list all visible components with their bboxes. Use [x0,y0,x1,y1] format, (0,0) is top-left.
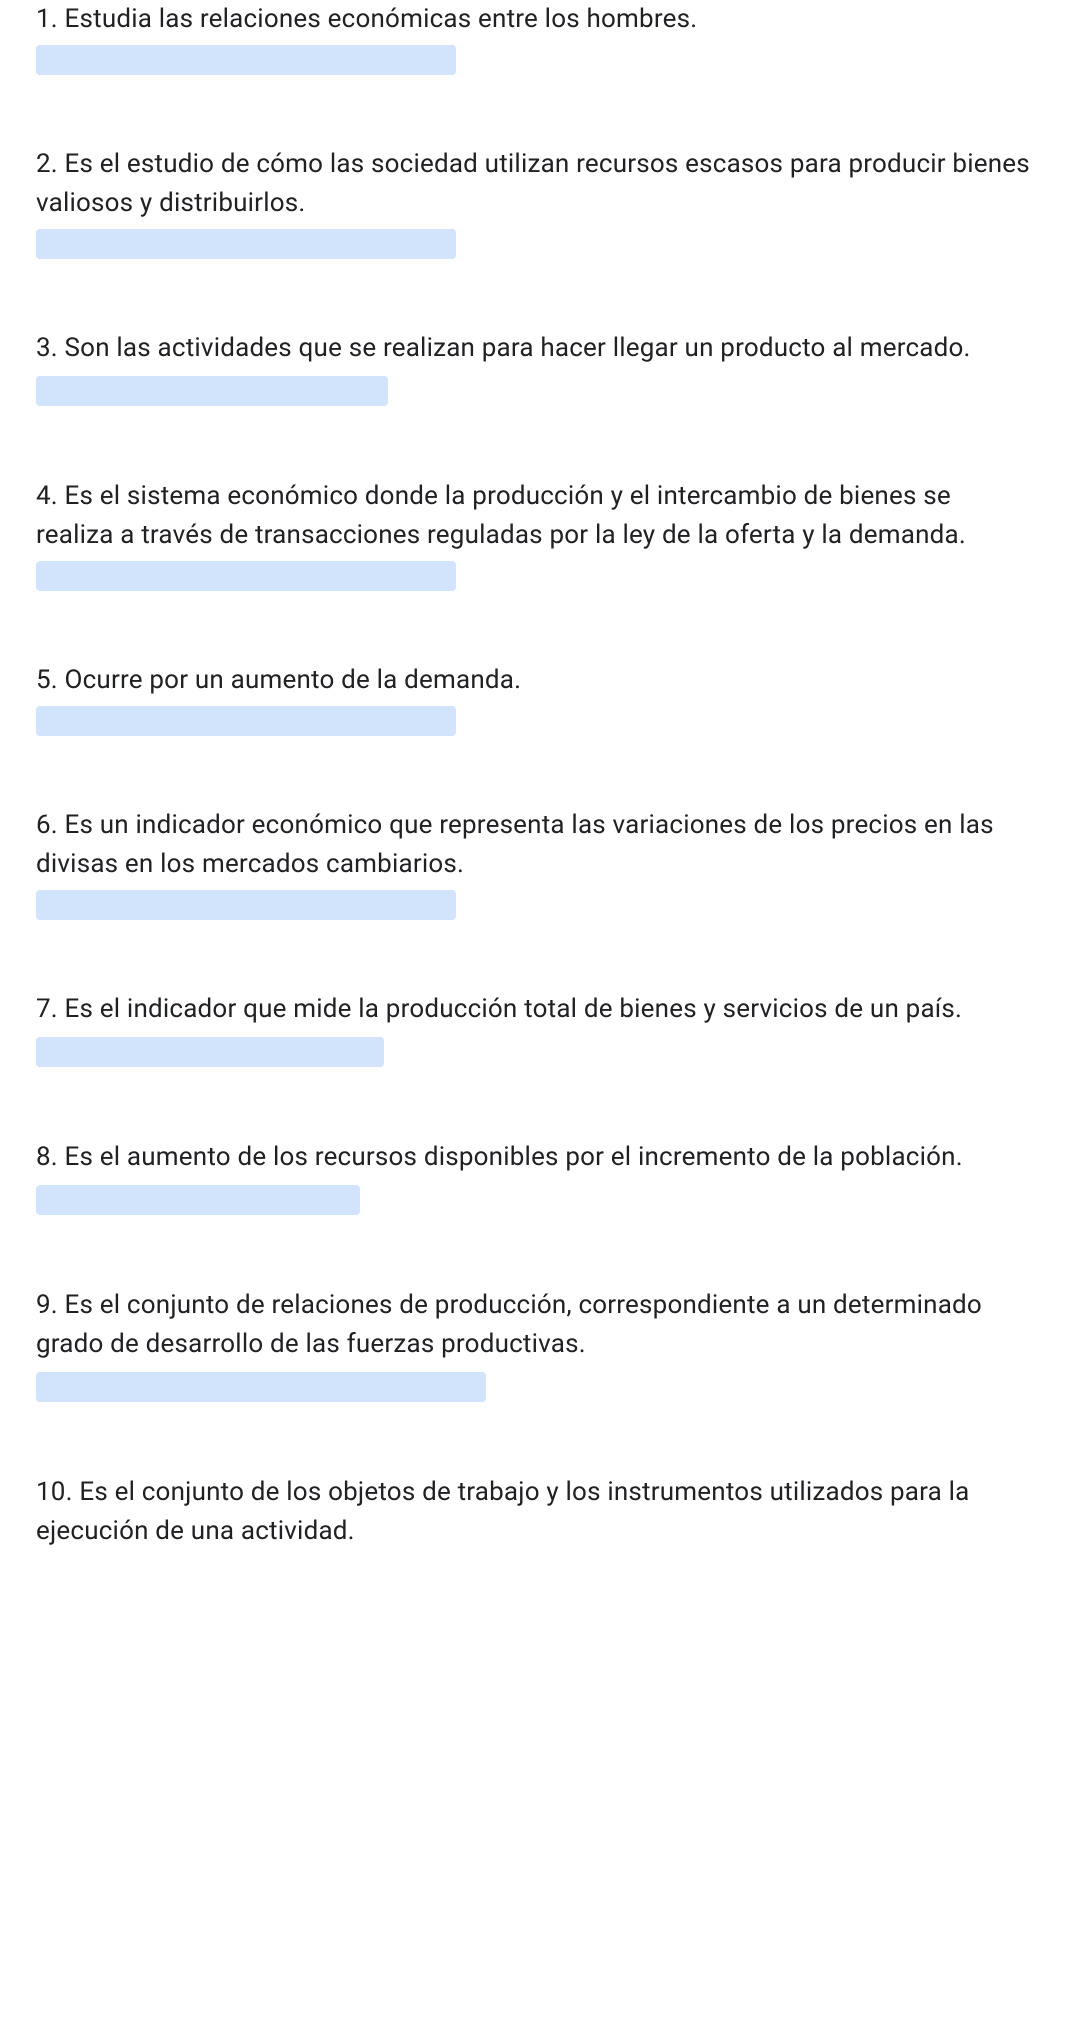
answer-blank[interactable] [36,1185,360,1215]
question-text: 6. Es un indicador económico que represe… [36,810,994,879]
question-item: 9. Es el conjunto de relaciones de produ… [0,1286,1067,1403]
answer-blank[interactable] [36,561,456,591]
questions-container: 1. Estudia las relaciones económicas ent… [0,0,1067,1551]
question-item: 6. Es un indicador económico que represe… [0,806,1067,920]
question-item: 8. Es el aumento de los recursos disponi… [0,1138,1067,1216]
question-item: 1. Estudia las relaciones económicas ent… [0,0,1067,75]
answer-blank[interactable] [36,1037,384,1067]
question-item: 5. Ocurre por un aumento de la demanda. [0,661,1067,736]
question-text: 3. Son las actividades que se realizan p… [36,333,971,402]
question-text: 4. Es el sistema económico donde la prod… [36,481,966,550]
answer-blank[interactable] [36,376,388,406]
question-text: 9. Es el conjunto de relaciones de produ… [36,1290,982,1398]
question-text: 1. Estudia las relaciones económicas ent… [36,4,697,34]
question-item: 2. Es el estudio de cómo las sociedad ut… [0,145,1067,259]
question-text: 8. Es el aumento de los recursos disponi… [36,1142,963,1211]
question-text: 7. Es el indicador que mide la producció… [36,994,962,1063]
question-text: 2. Es el estudio de cómo las sociedad ut… [36,149,1030,218]
answer-blank[interactable] [36,1372,486,1402]
question-text: 10. Es el conjunto de los objetos de tra… [36,1477,970,1546]
question-item: 3. Son las actividades que se realizan p… [0,329,1067,407]
answer-blank[interactable] [36,229,456,259]
question-item: 4. Es el sistema económico donde la prod… [0,477,1067,591]
answer-blank[interactable] [36,45,456,75]
question-item: 10. Es el conjunto de los objetos de tra… [0,1473,1067,1551]
question-item: 7. Es el indicador que mide la producció… [0,990,1067,1068]
answer-blank[interactable] [36,890,456,920]
question-text: 5. Ocurre por un aumento de la demanda. [36,665,521,695]
answer-blank[interactable] [36,706,456,736]
